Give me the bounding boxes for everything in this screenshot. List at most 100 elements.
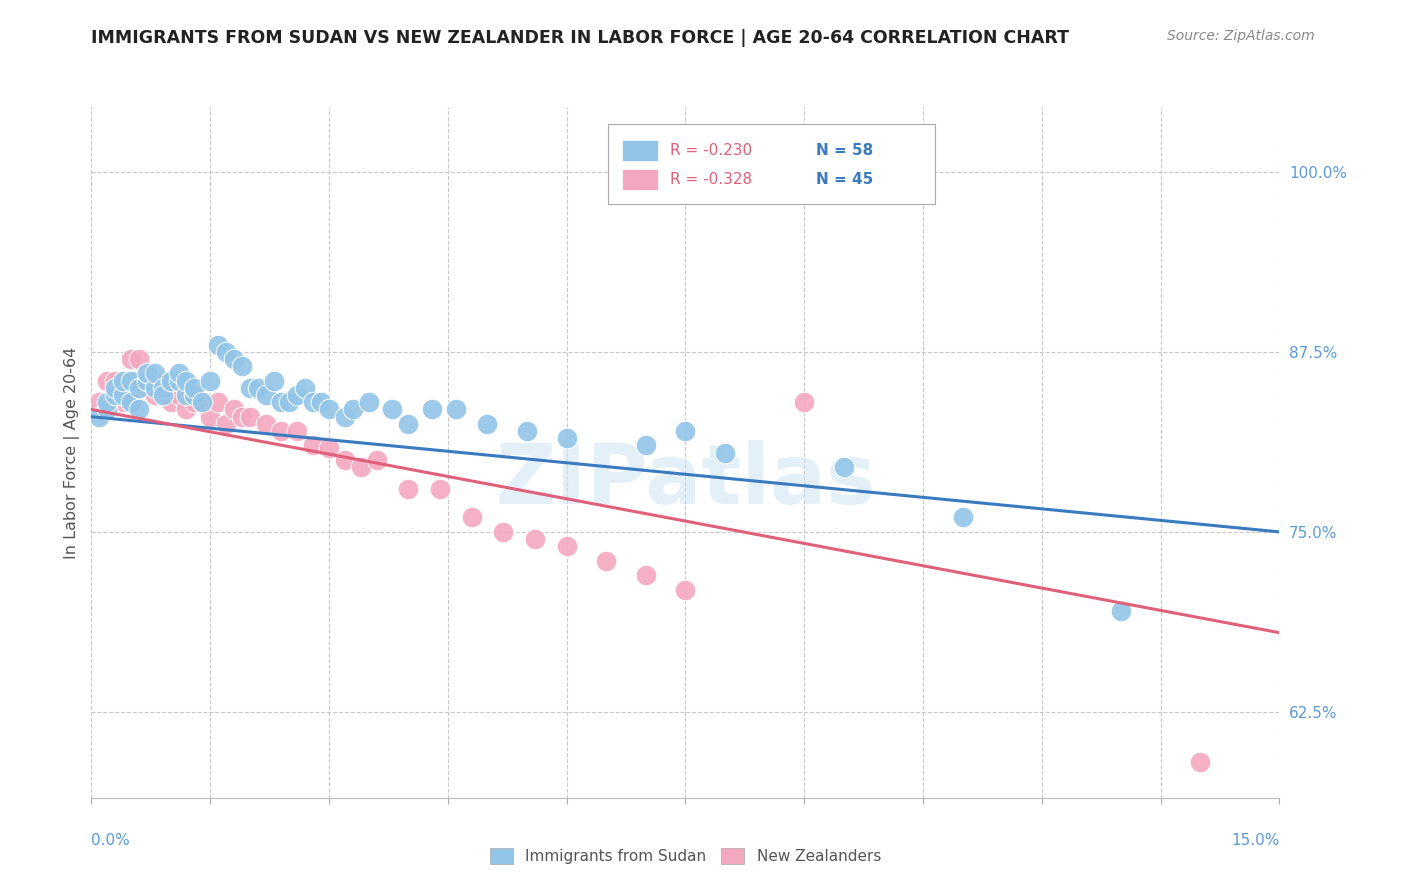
Point (215, 344, 238, 359)
Point (104, 388, 127, 402)
Point (231, 409, 253, 424)
Point (222, 352, 245, 367)
Text: R = -0.328: R = -0.328 (671, 172, 752, 187)
Text: Source: ZipAtlas.com: Source: ZipAtlas.com (1167, 29, 1315, 43)
Point (555, 539, 578, 553)
Point (333, 409, 356, 424)
Text: 15.0%: 15.0% (1232, 833, 1279, 847)
Point (183, 395, 205, 409)
Point (429, 482, 451, 496)
Point (96, 374, 118, 388)
Point (159, 374, 181, 388)
Point (832, 460, 855, 475)
Point (634, 438, 657, 452)
Point (302, 438, 325, 452)
Point (112, 388, 135, 402)
Point (120, 374, 142, 388)
Point (200, 409, 222, 424)
Point (342, 402, 364, 417)
Point (285, 424, 308, 438)
Point (135, 374, 157, 388)
Point (318, 442, 340, 456)
Point (302, 395, 325, 409)
Point (246, 381, 269, 395)
Point (396, 417, 419, 431)
Point (460, 510, 482, 524)
Point (634, 568, 657, 582)
Point (793, 395, 815, 409)
Point (152, 381, 174, 395)
Point (191, 395, 214, 409)
Point (112, 374, 135, 388)
Point (477, 417, 499, 431)
Text: R = -0.230: R = -0.230 (671, 143, 752, 158)
Point (1189, 756, 1212, 770)
Point (159, 388, 181, 402)
Point (254, 417, 277, 431)
Point (143, 381, 166, 395)
Point (120, 395, 142, 409)
Text: 0.0%: 0.0% (91, 833, 131, 847)
Point (128, 374, 150, 388)
Point (396, 482, 419, 496)
Point (215, 417, 238, 431)
Point (112, 395, 135, 409)
Point (366, 453, 388, 467)
Point (104, 388, 127, 402)
Point (167, 388, 190, 402)
Point (128, 352, 150, 367)
Point (673, 582, 696, 597)
Point (135, 367, 157, 381)
Point (714, 445, 737, 460)
Point (555, 431, 578, 445)
Point (357, 395, 380, 409)
Text: N = 58: N = 58 (815, 143, 873, 158)
Point (104, 381, 127, 395)
Point (270, 424, 292, 438)
Point (263, 374, 285, 388)
Point (239, 381, 262, 395)
Point (135, 374, 157, 388)
Point (96, 395, 118, 409)
Point (135, 381, 157, 395)
Point (152, 388, 174, 402)
Point (200, 374, 222, 388)
Text: IMMIGRANTS FROM SUDAN VS NEW ZEALANDER IN LABOR FORCE | AGE 20-64 CORRELATION CH: IMMIGRANTS FROM SUDAN VS NEW ZEALANDER I… (91, 29, 1070, 46)
Point (254, 388, 277, 402)
Point (673, 424, 696, 438)
Point (143, 388, 166, 402)
Point (239, 409, 262, 424)
Point (89, 409, 111, 424)
Point (523, 532, 546, 546)
Point (444, 402, 467, 417)
Point (167, 374, 190, 388)
Point (120, 352, 142, 367)
Point (350, 460, 373, 475)
Point (595, 554, 617, 568)
Point (176, 374, 198, 388)
Point (159, 395, 181, 409)
Point (176, 402, 198, 417)
Y-axis label: In Labor Force | Age 20-64: In Labor Force | Age 20-64 (65, 347, 80, 558)
Point (309, 395, 332, 409)
FancyBboxPatch shape (623, 169, 658, 190)
Point (270, 395, 292, 409)
Text: N = 45: N = 45 (815, 172, 873, 187)
Point (207, 395, 229, 409)
Point (285, 388, 308, 402)
Point (231, 359, 253, 374)
Point (492, 524, 515, 539)
Point (516, 424, 538, 438)
FancyBboxPatch shape (623, 140, 658, 161)
Point (128, 402, 150, 417)
Point (1109, 604, 1132, 618)
Point (952, 510, 974, 524)
Point (222, 402, 245, 417)
Point (333, 453, 356, 467)
Point (120, 395, 142, 409)
Point (183, 381, 205, 395)
Point (318, 402, 340, 417)
Point (183, 388, 205, 402)
Legend: Immigrants from Sudan, New Zealanders: Immigrants from Sudan, New Zealanders (484, 842, 887, 871)
Point (167, 367, 190, 381)
